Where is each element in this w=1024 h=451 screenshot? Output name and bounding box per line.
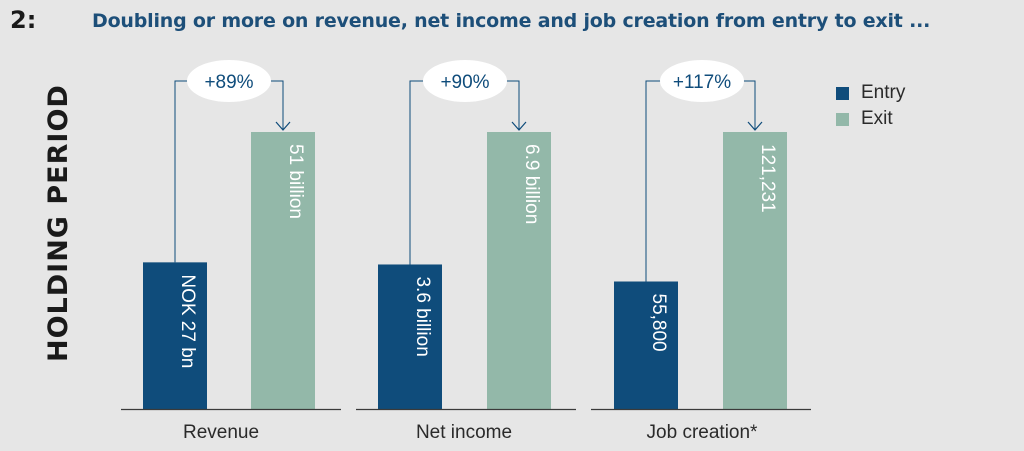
change-bubble-1 xyxy=(423,60,507,102)
chart-number: 2: xyxy=(10,6,37,34)
change-label-2: +117% xyxy=(673,72,731,93)
change-label-0: +89% xyxy=(204,72,253,93)
legend-swatch-exit xyxy=(836,112,849,126)
connector-arrow-2 xyxy=(747,121,763,131)
legend-label-entry: Entry xyxy=(861,82,906,103)
bar-entry-1 xyxy=(378,264,442,409)
category-label-0: Revenue xyxy=(183,422,259,443)
bar-entry-0 xyxy=(143,262,207,409)
connector-arrow-1 xyxy=(511,121,527,131)
chart-title: Doubling or more on revenue, net income … xyxy=(92,10,931,32)
data-label-entry-2: 55,800 xyxy=(648,294,669,352)
data-label-entry-1: 3.6 billion xyxy=(412,276,433,356)
change-bubble-2 xyxy=(660,60,744,102)
legend-item-entry: Entry xyxy=(836,80,905,106)
bar-exit-0 xyxy=(251,132,315,409)
category-label-2: Job creation* xyxy=(647,422,759,443)
change-bubble-0 xyxy=(187,60,271,102)
legend-item-exit: Exit xyxy=(836,106,905,132)
data-label-exit-1: 6.9 billion xyxy=(521,144,542,224)
bar-exit-2 xyxy=(723,132,787,409)
change-label-1: +90% xyxy=(440,72,489,93)
legend-swatch-entry xyxy=(836,86,849,100)
data-label-entry-0: NOK 27 bn xyxy=(177,274,198,368)
bar-exit-1 xyxy=(487,132,551,409)
legend: Entry Exit xyxy=(836,80,905,132)
data-label-exit-0: 51 billion xyxy=(285,144,306,219)
legend-label-exit: Exit xyxy=(861,108,893,129)
data-label-exit-2: 121,231 xyxy=(757,144,778,213)
connector-arrow-0 xyxy=(275,121,291,131)
category-label-1: Net income xyxy=(416,422,512,443)
bar-entry-2 xyxy=(614,281,678,409)
